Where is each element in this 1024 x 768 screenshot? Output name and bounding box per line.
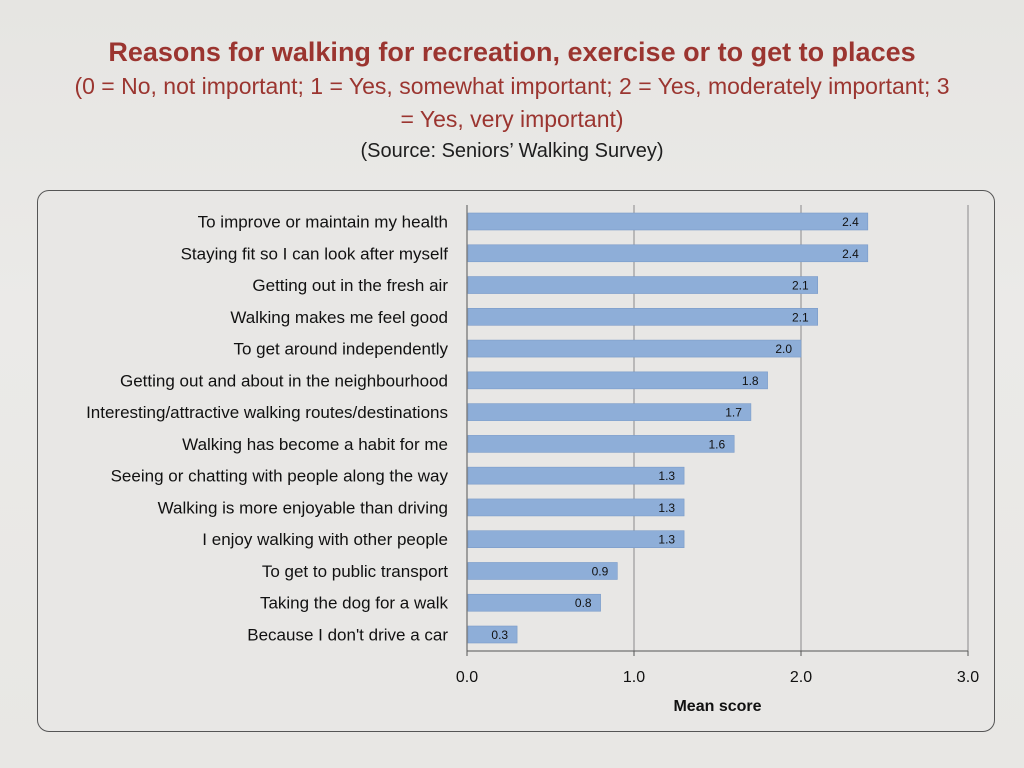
bar [467, 593, 601, 612]
category-label: Getting out in the fresh air [252, 276, 448, 295]
category-label: Walking makes me feel good [230, 308, 448, 327]
bar [467, 530, 685, 549]
bar [467, 371, 768, 390]
category-label: To get around independently [233, 340, 448, 359]
category-label: Taking the dog for a walk [260, 594, 449, 613]
bar [467, 625, 518, 644]
x-tick-label: 1.0 [623, 669, 645, 686]
bar [467, 212, 869, 231]
category-label: To get to public transport [262, 562, 448, 581]
bar [467, 562, 618, 580]
bar-value-label: 1.3 [658, 501, 675, 515]
category-label: Walking is more enjoyable than driving [158, 498, 448, 517]
bar-value-label: 0.9 [592, 564, 609, 578]
bar-value-label: 2.4 [842, 215, 859, 229]
x-tick-label: 3.0 [957, 669, 979, 686]
slide-title: Reasons for walking for recreation, exer… [108, 37, 916, 67]
bar-value-label: 1.3 [658, 533, 675, 547]
bar [467, 276, 819, 294]
bar-value-label: 2.4 [842, 247, 859, 261]
category-label: Seeing or chatting with people along the… [111, 467, 449, 486]
x-axis-title: Mean score [673, 698, 761, 715]
bar [467, 244, 869, 263]
category-label: Walking has become a habit for me [182, 435, 448, 454]
category-label: Getting out and about in the neighbourho… [120, 371, 448, 390]
category-label: To improve or maintain my health [198, 213, 448, 232]
slide-subtitle: (0 = No, not important; 1 = Yes, somewha… [74, 73, 950, 132]
bar-value-label: 0.8 [575, 596, 592, 610]
bar [467, 435, 735, 453]
category-label: Interesting/attractive walking routes/de… [86, 403, 448, 422]
bar-value-label: 1.8 [742, 374, 759, 388]
bar-value-label: 1.6 [709, 437, 726, 451]
bar-value-label: 0.3 [491, 628, 508, 642]
title-block: Reasons for walking for recreation, exer… [0, 34, 1024, 166]
bar [467, 339, 802, 358]
slide-source: (Source: Seniors’ Walking Survey) [360, 140, 664, 162]
category-label: Because I don't drive a car [247, 626, 448, 645]
x-tick-label: 2.0 [790, 669, 812, 686]
x-tick-label: 0.0 [456, 669, 478, 686]
bar [467, 403, 752, 421]
bar-value-label: 1.3 [658, 469, 675, 483]
bar [467, 498, 685, 517]
bar-value-label: 1.7 [725, 406, 742, 420]
bar-value-label: 2.1 [792, 310, 809, 324]
bar-value-label: 2.1 [792, 279, 809, 293]
bar-value-label: 2.0 [775, 342, 792, 356]
category-label: I enjoy walking with other people [202, 530, 448, 549]
category-label: Staying fit so I can look after myself [181, 244, 449, 263]
bar [467, 308, 819, 326]
bar [467, 466, 685, 485]
